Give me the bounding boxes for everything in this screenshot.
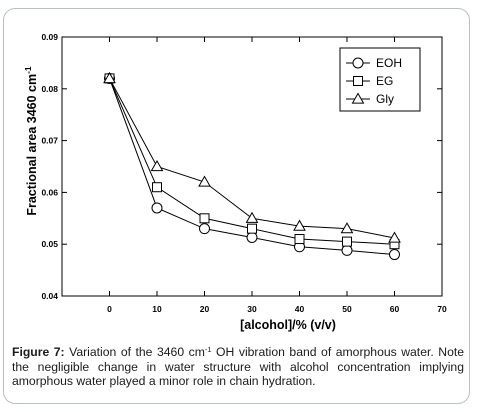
data-point-gly <box>245 211 259 223</box>
x-tick-label: 10 <box>152 304 162 314</box>
caption-superscript: -1 <box>204 345 212 354</box>
x-tick-label: 0 <box>107 304 112 314</box>
data-point-eg <box>199 213 210 224</box>
data-point-eoh <box>341 244 353 256</box>
data-point-gly <box>388 231 401 243</box>
caption-label: Figure 7: <box>12 345 65 359</box>
legend-label-eg: EG <box>376 74 393 88</box>
data-point-eoh <box>246 231 258 243</box>
y-tick-label: 0.09 <box>41 32 58 42</box>
x-tick-label: 70 <box>437 304 447 314</box>
data-point-gly <box>198 175 211 187</box>
x-tick-label: 50 <box>342 304 352 314</box>
line-chart: 0.040.050.060.070.080.090 10 20 30 40 50 60 70 … <box>23 32 447 332</box>
data-point-eoh <box>151 202 163 214</box>
series-layer <box>103 71 401 261</box>
legend-marker-eoh <box>352 57 364 69</box>
data-point-eg <box>294 234 305 245</box>
x-tick-label: 60 <box>390 304 400 314</box>
legend: EOH EG Gly <box>339 47 421 112</box>
legend-box <box>339 47 421 112</box>
y-tick-label: 0.06 <box>41 187 58 197</box>
x-tick-label: 20 <box>200 304 210 314</box>
y-tick-label: 0.04 <box>41 291 58 301</box>
legend-marker-eg <box>353 76 363 86</box>
x-tick-label: 40 <box>295 304 305 314</box>
y-axis-title-main: Fractional area 3460 cm <box>25 74 39 216</box>
y-tick-label: 0.05 <box>41 239 58 249</box>
data-point-gly <box>103 71 116 84</box>
legend-marker-gly <box>351 92 365 104</box>
series-gly <box>103 71 401 243</box>
x-tick-label: 30 <box>247 304 257 314</box>
legend-label-gly: Gly <box>376 92 394 106</box>
y-axis-title: Fractional area 3460 cm-1 <box>23 66 39 216</box>
y-axis-title-superscript: -1 <box>23 66 33 74</box>
x-axis-title: [alcohol]/% (v/v) <box>240 318 336 332</box>
data-point-eg <box>247 223 257 234</box>
data-point-eg <box>152 182 162 193</box>
figure-caption: Figure 7: Variation of the 3460 cm-1 OH … <box>12 345 464 389</box>
y-tick-label: 0.07 <box>41 136 58 146</box>
caption-text-part1: Variation of the 3460 cm <box>64 345 205 359</box>
data-point-gly <box>150 159 164 172</box>
series-eg <box>104 73 400 250</box>
caption-text-part2: OH vibration band of amorphous water. No… <box>12 345 465 388</box>
data-point-eoh <box>199 223 210 235</box>
data-point-eg <box>342 236 352 247</box>
data-point-eoh <box>389 249 400 261</box>
y-tick-label: 0.08 <box>41 84 58 94</box>
legend-label-eoh: EOH <box>376 56 402 70</box>
data-point-gly <box>340 222 354 234</box>
axes: 0.04 0.05 0.06 0.07 0.08 0.09 0 10 20 30 40 50 60 70 <box>41 32 447 314</box>
data-point-gly <box>293 219 306 231</box>
